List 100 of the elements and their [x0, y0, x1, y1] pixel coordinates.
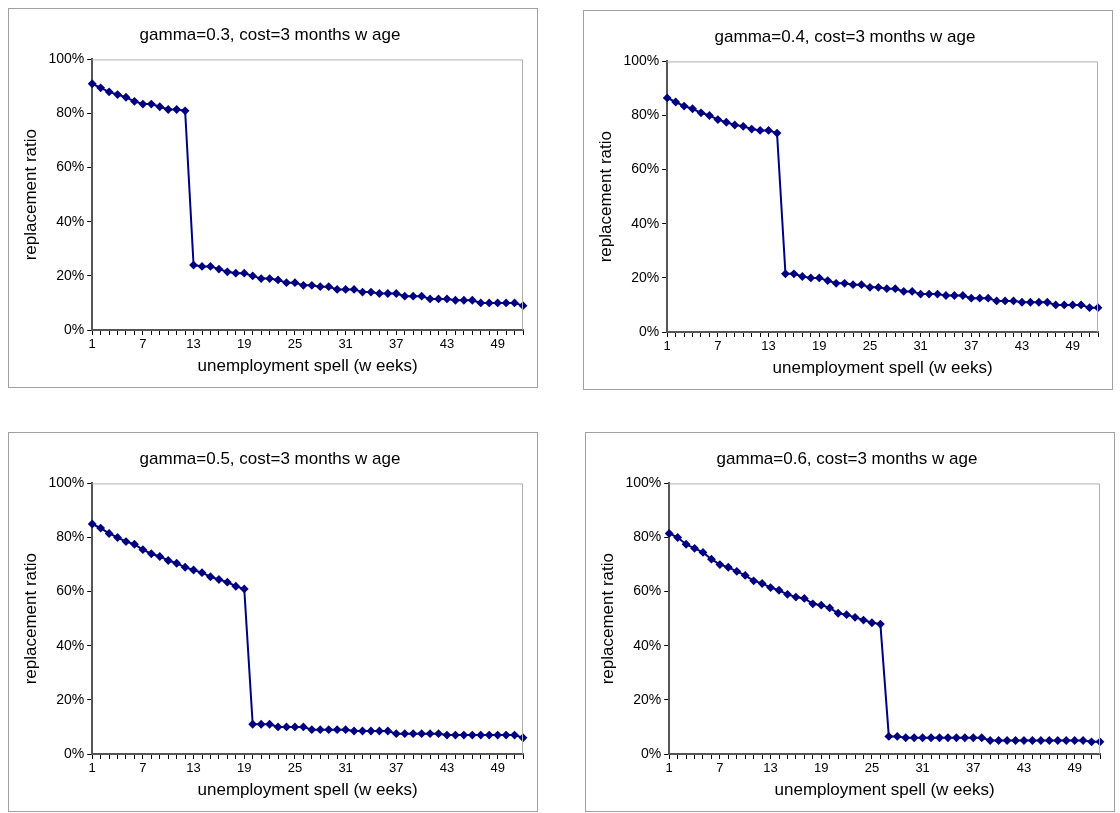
x-tick-label: 1	[663, 338, 671, 354]
point	[172, 559, 181, 568]
point	[1003, 736, 1012, 745]
point	[663, 93, 672, 102]
point	[333, 285, 342, 294]
y-tick-label: 20%	[633, 690, 662, 707]
point	[690, 544, 699, 553]
x-axis-title: unemployment spell (w eeks)	[772, 358, 993, 378]
x-tick-label: 43	[1014, 338, 1030, 354]
point	[265, 720, 274, 729]
point	[705, 111, 714, 120]
x-tick-label: 43	[1016, 760, 1032, 776]
point	[274, 722, 283, 731]
point	[867, 618, 876, 627]
x-tick-label: 1	[88, 336, 96, 352]
point	[392, 729, 401, 738]
point	[459, 731, 468, 740]
point	[459, 296, 468, 305]
point	[1070, 736, 1079, 745]
point	[451, 296, 460, 305]
point	[476, 731, 485, 740]
point	[739, 122, 748, 131]
point	[941, 291, 950, 300]
point	[1017, 298, 1026, 307]
point	[434, 729, 443, 738]
point	[884, 732, 893, 741]
y-tick-label: 40%	[631, 214, 660, 231]
point	[960, 733, 969, 742]
point	[257, 720, 266, 729]
x-tick-label: 7	[139, 760, 147, 776]
chart-title: gamma=0.3, cost=3 months w age	[139, 24, 401, 44]
y-tick-label: 100%	[625, 474, 662, 491]
point	[485, 731, 494, 740]
point	[849, 280, 858, 289]
point	[1053, 736, 1062, 745]
point	[519, 733, 527, 742]
point	[901, 733, 910, 742]
y-tick-label: 80%	[633, 528, 662, 545]
point	[96, 524, 105, 533]
point	[1028, 736, 1037, 745]
point	[891, 284, 900, 293]
point	[231, 269, 240, 278]
y-tick-label: 60%	[56, 582, 85, 599]
point	[138, 545, 147, 554]
x-tick-label: 49	[1067, 760, 1082, 776]
y-axis-title: replacement ratio	[597, 553, 617, 685]
x-tick-label: 19	[237, 760, 252, 776]
point	[1062, 736, 1071, 745]
point	[299, 281, 308, 290]
point	[290, 722, 299, 731]
y-tick-label: 80%	[56, 528, 85, 545]
point	[383, 727, 392, 735]
point	[1096, 737, 1104, 746]
point	[417, 292, 426, 301]
point	[105, 529, 114, 538]
point	[1036, 736, 1045, 745]
point	[105, 87, 114, 96]
point	[181, 106, 190, 115]
point	[806, 273, 815, 282]
point	[375, 727, 384, 735]
y-tick-label: 0%	[640, 744, 662, 761]
x-tick-label: 25	[862, 338, 878, 354]
point	[350, 727, 359, 735]
point	[1077, 300, 1086, 309]
point	[214, 575, 223, 584]
point	[383, 289, 392, 298]
point	[764, 126, 773, 135]
x-tick-label: 43	[439, 336, 455, 352]
y-tick-label: 100%	[48, 50, 85, 67]
point	[671, 97, 680, 106]
x-tick-label: 25	[287, 336, 303, 352]
y-tick-label: 20%	[56, 266, 85, 283]
x-tick-label: 19	[814, 760, 829, 776]
point	[1087, 737, 1096, 746]
point	[1009, 296, 1018, 305]
point	[967, 294, 976, 303]
point	[307, 281, 316, 290]
point	[874, 283, 883, 292]
point	[817, 601, 826, 610]
point	[307, 725, 316, 734]
point	[910, 733, 919, 742]
point	[155, 552, 164, 561]
chart-title: gamma=0.5, cost=3 months w age	[139, 448, 401, 468]
x-tick-label: 7	[714, 338, 722, 354]
point	[800, 594, 809, 603]
point	[808, 599, 817, 608]
point	[1051, 300, 1060, 309]
point	[316, 282, 325, 291]
point	[476, 298, 485, 307]
y-tick-label: 60%	[56, 158, 85, 175]
y-tick-label: 20%	[56, 690, 85, 707]
y-tick-label: 40%	[633, 636, 662, 653]
point	[130, 97, 139, 106]
point	[1079, 736, 1088, 745]
point	[969, 733, 978, 742]
x-tick-label: 1	[88, 760, 96, 776]
point	[113, 533, 122, 542]
point	[189, 261, 198, 270]
point	[724, 563, 733, 572]
point	[747, 125, 756, 134]
